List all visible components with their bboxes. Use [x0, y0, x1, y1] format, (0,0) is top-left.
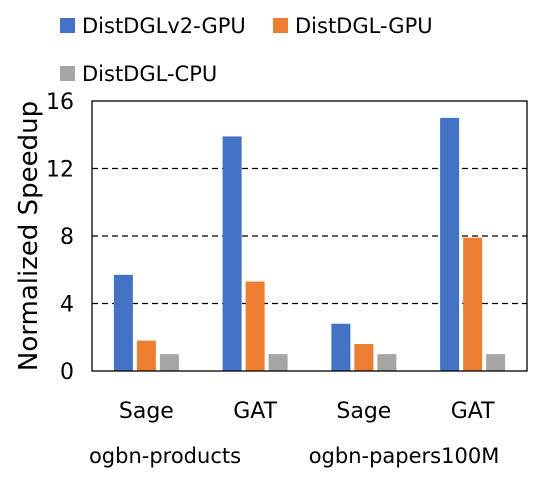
bar — [159, 354, 179, 371]
bar — [245, 281, 265, 371]
y-tick-label: 12 — [46, 158, 74, 183]
bar — [113, 274, 133, 371]
bar — [486, 354, 506, 371]
axis-layer — [91, 100, 528, 372]
bar — [331, 323, 351, 371]
bar — [354, 344, 374, 371]
plot-frame — [91, 100, 528, 372]
legend-label: DistDGLv2-GPU — [82, 14, 246, 38]
y-tick-label: 0 — [60, 360, 74, 385]
bar-layer — [113, 117, 506, 371]
grid-layer — [92, 167, 527, 305]
legend: DistDGLv2-GPU DistDGL-GPU DistDGL-CPU — [60, 14, 433, 86]
bar — [440, 117, 460, 371]
y-tick-label: 8 — [60, 225, 74, 250]
x-category-label: GAT — [233, 399, 277, 424]
legend-swatch — [273, 18, 288, 33]
bar — [136, 340, 156, 371]
x-category-label: GAT — [451, 399, 495, 424]
x-category-label: Sage — [336, 399, 391, 424]
y-tick-label: 16 — [46, 90, 74, 115]
legend-swatch — [60, 18, 75, 33]
legend-swatch — [60, 66, 75, 81]
x-group-label: ogbn-products — [89, 444, 241, 468]
legend-label: DistDGL-GPU — [295, 14, 433, 38]
legend-label: DistDGL-CPU — [82, 62, 217, 86]
bar — [268, 354, 288, 371]
y-tick-label: 4 — [60, 293, 74, 318]
bar — [463, 237, 483, 371]
y-axis-title: Normalized Speedup — [14, 101, 44, 371]
label-layer: 0 4 8 12 16 Sage GAT Sage GAT ogbn-products ogbn-p… — [46, 90, 499, 468]
x-category-label: Sage — [119, 399, 174, 424]
x-group-label: ogbn-papers100M — [309, 444, 500, 468]
bar — [377, 354, 397, 371]
bar — [222, 136, 242, 371]
